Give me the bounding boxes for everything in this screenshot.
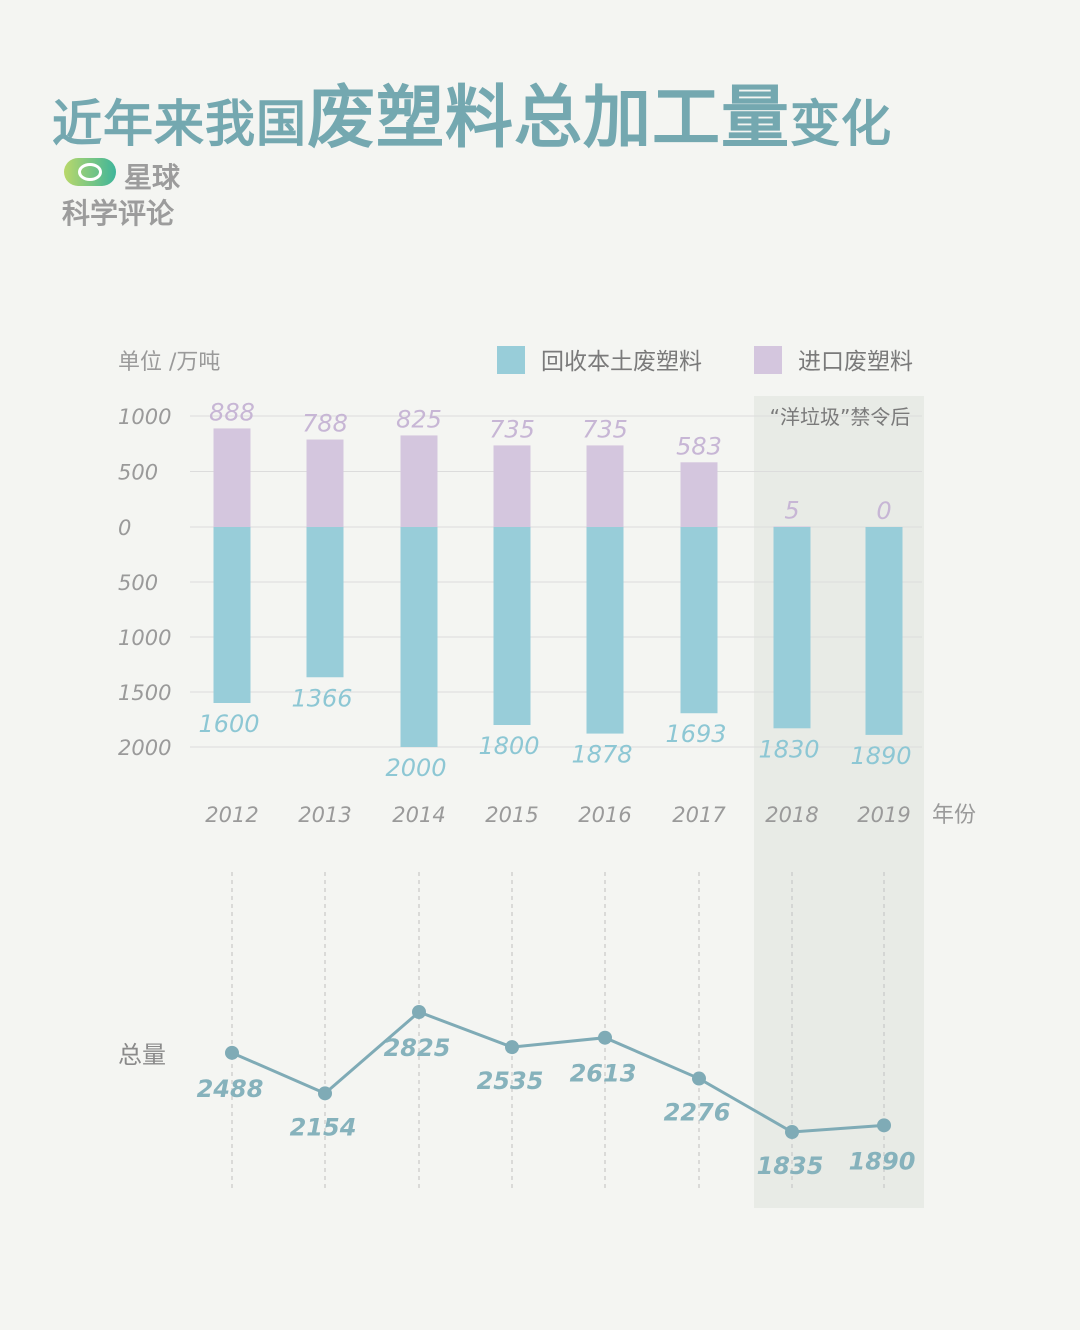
total-point: [785, 1125, 799, 1139]
bar-imported: [586, 445, 624, 527]
total-label: 2276: [664, 1099, 731, 1127]
legend-label-imported: 进口废塑料: [798, 349, 913, 375]
bar-domestic: [680, 527, 718, 714]
total-label: 2154: [290, 1113, 357, 1141]
brand-logo-icon: [64, 158, 116, 186]
total-label: 2613: [570, 1060, 637, 1088]
data-label-imported: 735: [582, 415, 628, 443]
x-tick-label: 2016: [578, 803, 631, 827]
data-label-imported: 735: [489, 415, 535, 443]
bar-imported: [306, 439, 344, 527]
bar-imported: [680, 462, 718, 527]
title-part2: 废塑料总加工量: [307, 78, 791, 158]
total-point: [598, 1030, 612, 1045]
legend-swatch-domestic: [497, 346, 525, 374]
unit-label: 单位 /万吨: [118, 350, 220, 375]
line-ylabel: 总量: [118, 1041, 166, 1069]
bar-domestic: [213, 527, 251, 703]
y-tick-label: 1500: [118, 681, 171, 705]
x-axis-label: 年份: [932, 803, 976, 828]
y-tick-label: 500: [118, 461, 158, 485]
bar-imported: [213, 428, 251, 527]
y-tick-label: 1000: [118, 626, 171, 650]
data-label-imported: 888: [209, 398, 255, 426]
total-label: 1835: [757, 1152, 824, 1180]
data-label-domestic: 1693: [665, 720, 726, 748]
x-tick-label: 2012: [205, 803, 258, 827]
bar-imported: [400, 435, 438, 527]
total-label: 2825: [384, 1034, 451, 1062]
bar-imported: [493, 445, 531, 527]
total-point: [877, 1118, 891, 1133]
data-label-domestic: 1878: [571, 741, 632, 769]
data-label-domestic: 1600: [198, 710, 259, 738]
x-tick-label: 2014: [392, 803, 445, 827]
total-label: 2535: [477, 1067, 544, 1095]
data-label-imported: 788: [302, 410, 348, 438]
y-tick-label: 2000: [118, 736, 171, 760]
bar-domestic: [400, 527, 438, 747]
x-tick-label: 2018: [765, 803, 818, 827]
data-label-imported: 825: [396, 405, 442, 433]
y-tick-label: 1000: [118, 405, 171, 429]
data-label-domestic: 1800: [478, 732, 539, 760]
bar-domestic: [865, 527, 903, 735]
bar-domestic: [306, 527, 344, 678]
annotation-ban: “洋垃圾”禁令后: [770, 405, 911, 429]
total-point: [692, 1071, 706, 1086]
bar-domestic: [773, 527, 811, 729]
brand-line1: 星球: [124, 161, 181, 194]
total-label: 2488: [197, 1075, 264, 1103]
total-point: [225, 1045, 239, 1060]
bar-domestic: [586, 527, 624, 734]
x-tick-label: 2019: [857, 803, 910, 827]
title-part3: 变化: [790, 94, 893, 153]
data-label-domestic: 1830: [758, 735, 819, 763]
bar-domestic: [493, 527, 531, 725]
total-line: [231, 1010, 885, 1134]
data-label-imported: 0: [876, 497, 891, 525]
bar-imported: [773, 526, 811, 527]
y-tick-label: 500: [118, 571, 158, 595]
total-point: [318, 1086, 332, 1101]
data-label-imported: 583: [676, 432, 722, 460]
data-label-imported: 5: [784, 496, 799, 524]
y-tick-label: 0: [118, 516, 131, 540]
data-label-domestic: 1890: [850, 742, 911, 770]
legend-swatch-imported: [754, 346, 782, 374]
total-point: [412, 1005, 426, 1019]
highlight-band: [754, 396, 924, 1208]
title-part1: 近年来我国: [52, 94, 307, 153]
x-tick-label: 2015: [485, 803, 538, 827]
page-title: 近年来我国 废塑料总加工量 变化: [52, 62, 892, 161]
x-tick-label: 2013: [298, 803, 351, 827]
total-label: 1890: [849, 1147, 916, 1175]
legend-label-domestic: 回收本土废塑料: [541, 349, 702, 375]
data-label-domestic: 1366: [291, 684, 352, 712]
data-label-domestic: 2000: [385, 754, 446, 782]
brand-line2: 科学评论: [62, 197, 175, 230]
total-point: [505, 1040, 519, 1055]
x-tick-label: 2017: [672, 803, 726, 827]
